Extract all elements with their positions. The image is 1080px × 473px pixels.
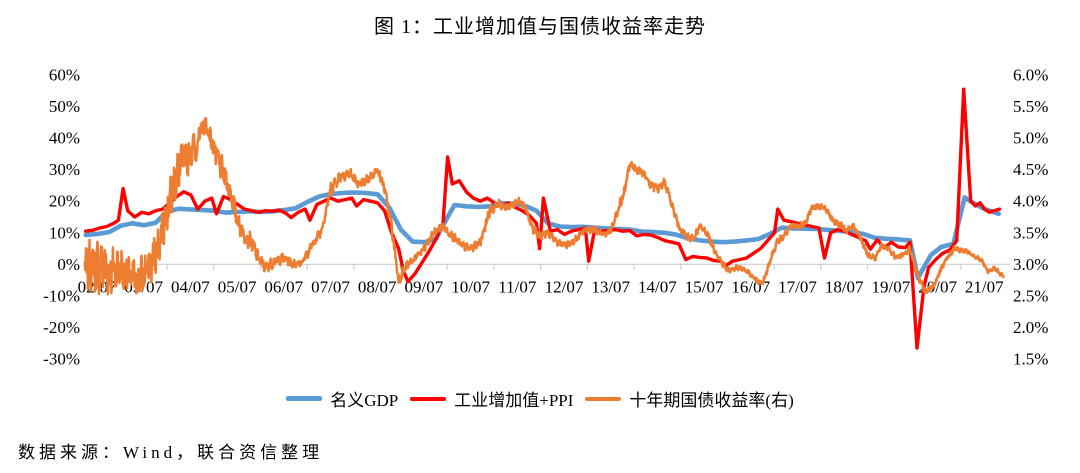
x-axis-label: 14/07 xyxy=(638,278,677,297)
left-axis-label: -30% xyxy=(43,350,80,369)
right-axis-label: 2.5% xyxy=(1013,286,1048,305)
left-axis-label: -10% xyxy=(43,286,80,305)
right-axis-label: 3.0% xyxy=(1013,255,1048,274)
x-axis-label: 11/07 xyxy=(498,278,537,297)
x-axis-label: 07/07 xyxy=(311,278,350,297)
right-axis-label: 4.0% xyxy=(1013,192,1048,211)
x-axis-label: 08/07 xyxy=(358,278,397,297)
legend-item-nominal-gdp: 名义GDP xyxy=(286,386,398,411)
x-axis-label: 15/07 xyxy=(685,278,724,297)
chart-title: 图 1：工业增加值与国债收益率走势 xyxy=(374,16,706,38)
x-axis-label: 17/07 xyxy=(778,278,817,297)
x-axis-label: 04/07 xyxy=(171,278,210,297)
x-axis-label: 10/07 xyxy=(451,278,490,297)
legend-item-bond-yield: 十年期国债收益率(右) xyxy=(585,386,794,411)
right-axis-label: 3.5% xyxy=(1013,223,1048,242)
right-axis-label: 5.5% xyxy=(1013,97,1048,116)
right-axis-label: 5.0% xyxy=(1013,129,1048,148)
x-axis-label: 06/07 xyxy=(264,278,303,297)
legend: 名义GDP 工业增加值+PPI 十年期国债收益率(右) xyxy=(0,386,1080,411)
series-line-1 xyxy=(83,87,1002,350)
left-axis-label: 40% xyxy=(49,129,80,148)
left-axis-label: 20% xyxy=(49,192,80,211)
legend-swatch-nominal-gdp xyxy=(286,396,323,401)
x-axis-label: 09/07 xyxy=(405,278,444,297)
legend-swatch-ip-ppi xyxy=(410,396,447,401)
right-axis-label: 2.0% xyxy=(1013,318,1048,337)
x-axis-label: 05/07 xyxy=(218,278,257,297)
left-axis-label: 30% xyxy=(49,160,80,179)
x-axis-label: 19/07 xyxy=(872,278,911,297)
right-axis-label: 4.5% xyxy=(1013,160,1048,179)
x-axis-label: 21/07 xyxy=(965,278,1004,297)
legend-swatch-bond-yield xyxy=(585,396,622,401)
legend-label-bond-yield: 十年期国债收益率(右) xyxy=(629,391,794,410)
left-axis-label: 0% xyxy=(57,255,80,274)
x-axis-label: 18/07 xyxy=(825,278,864,297)
series-line-2 xyxy=(83,117,1005,296)
legend-label-ip-ppi: 工业增加值+PPI xyxy=(454,391,574,410)
right-axis-label: 6.0% xyxy=(1013,66,1048,85)
right-axis-label: 1.5% xyxy=(1013,350,1048,369)
left-axis-label: 10% xyxy=(49,223,80,242)
legend-item-ip-ppi: 工业增加值+PPI xyxy=(410,386,573,411)
legend-label-nominal-gdp: 名义GDP xyxy=(330,391,399,410)
left-axis-label: 50% xyxy=(49,97,80,116)
left-axis-label: 60% xyxy=(49,66,80,85)
data-source-note: 数据来源：Wind，联合资信整理 xyxy=(18,443,324,462)
x-axis-label: 13/07 xyxy=(591,278,630,297)
x-axis-label: 12/07 xyxy=(545,278,584,297)
left-axis-label: -20% xyxy=(43,318,80,337)
